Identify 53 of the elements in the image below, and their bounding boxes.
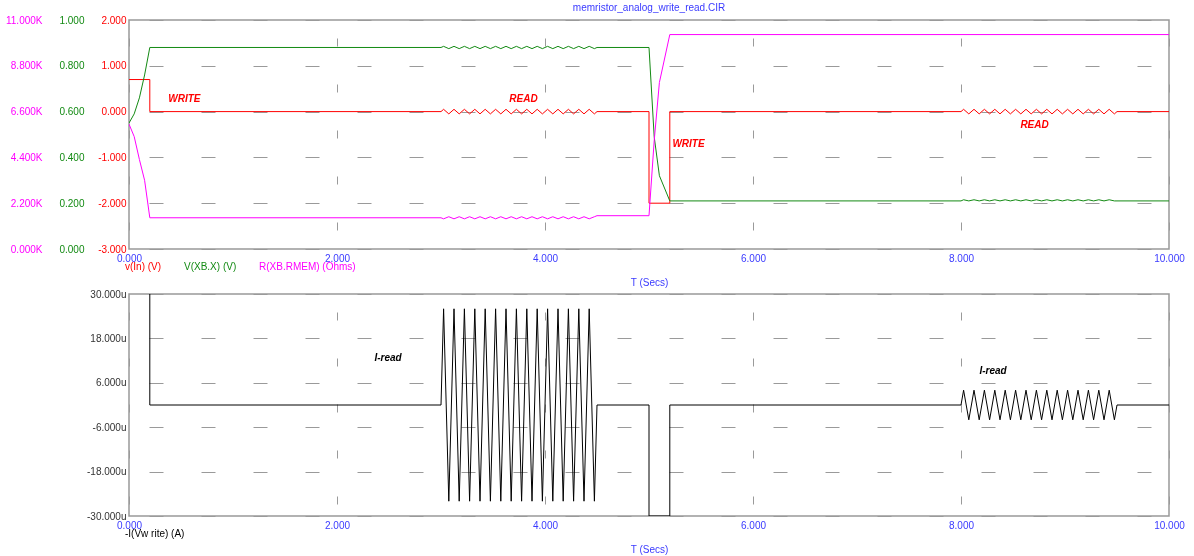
y3-tick-label: 2.200K bbox=[10, 197, 43, 209]
x-tick-label: 6.000 bbox=[740, 519, 767, 531]
x-tick-label: 8.000 bbox=[948, 252, 975, 264]
x-tick-label: 4.000 bbox=[532, 252, 559, 264]
x-tick-label: 2.000 bbox=[324, 519, 351, 531]
y-tick-label: -18.000u bbox=[87, 466, 127, 478]
annotation: I-read bbox=[979, 364, 1008, 376]
y3-tick-label: 4.400K bbox=[10, 151, 43, 163]
x-tick-label: 2.000 bbox=[324, 252, 351, 264]
annotation: READ bbox=[509, 93, 538, 104]
x-axis-title: T (Secs) bbox=[630, 543, 669, 555]
x-tick-label: 10.000 bbox=[1154, 252, 1186, 264]
x-tick-label: 6.000 bbox=[740, 252, 767, 264]
x-axis-title: T (Secs) bbox=[630, 276, 669, 288]
annotation: WRITE bbox=[672, 138, 705, 149]
y-tick-label: -30.000u bbox=[87, 510, 127, 522]
y2-tick-label: 0.600 bbox=[59, 106, 85, 118]
chart-title: memristor_analog_write_read.CIR bbox=[572, 2, 726, 13]
x-tick-label: 0.000 bbox=[116, 519, 143, 531]
x-tick-label: 8.000 bbox=[948, 519, 975, 531]
y2-tick-label: 0.000 bbox=[59, 243, 85, 255]
y3-tick-label: 8.800K bbox=[10, 60, 43, 72]
annotation: WRITE bbox=[168, 93, 201, 104]
x-tick-label: 0.000 bbox=[116, 252, 143, 264]
line-series bbox=[149, 294, 1169, 516]
y-tick-label: 6.000u bbox=[95, 377, 127, 389]
text: -I(Vw rite) (A) bbox=[125, 528, 185, 539]
annotation: READ bbox=[1020, 119, 1049, 130]
y2-tick-label: 0.200 bbox=[59, 197, 85, 209]
y-tick-label: 30.000u bbox=[90, 288, 127, 300]
y3-tick-label: 6.600K bbox=[10, 106, 43, 118]
line-series bbox=[129, 45, 1169, 202]
y-tick-label: 2.000 bbox=[101, 14, 127, 26]
text: R(XB.RMEM) (Ohms) bbox=[259, 261, 356, 272]
text: v(In) (V) bbox=[125, 261, 162, 272]
y-tick-label: -6.000u bbox=[92, 421, 127, 433]
line-series bbox=[129, 34, 1169, 220]
y3-tick-label: 0.000K bbox=[10, 243, 43, 255]
y3-tick-label: 11.000K bbox=[5, 14, 43, 26]
y2-tick-label: 0.800 bbox=[59, 60, 85, 72]
y-tick-label: 1.000 bbox=[101, 60, 127, 72]
text: V(XB.X) (V) bbox=[184, 261, 237, 272]
y-tick-label: -2.000 bbox=[98, 197, 127, 209]
line-series bbox=[129, 79, 1169, 204]
y-tick-label: -3.000 bbox=[98, 243, 127, 255]
x-tick-label: 10.000 bbox=[1154, 519, 1186, 531]
y2-tick-label: 1.000 bbox=[59, 14, 85, 26]
annotation: I-read bbox=[374, 351, 403, 363]
y-tick-label: -1.000 bbox=[98, 151, 127, 163]
y2-tick-label: 0.400 bbox=[59, 151, 85, 163]
y-tick-label: 18.000u bbox=[90, 332, 127, 344]
x-tick-label: 4.000 bbox=[532, 519, 559, 531]
y-tick-label: 0.000 bbox=[101, 106, 127, 118]
